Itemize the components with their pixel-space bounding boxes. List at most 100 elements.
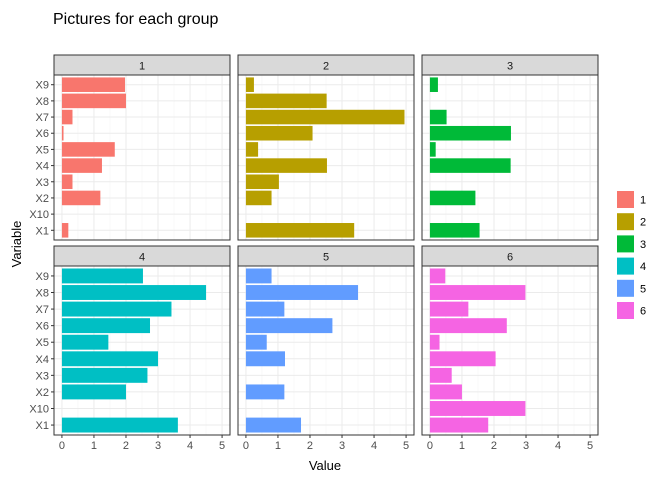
bar-2-X3 [245, 174, 279, 190]
bar-1-X2 [61, 190, 101, 206]
bar-3-X6 [429, 125, 511, 141]
y-tick-label: X8 [36, 96, 49, 108]
facet-panel-1: 1 X1 X10 X2 X3 X4 X5 X6 X7 X8 X9 [29, 54, 231, 241]
bar-5-X9 [245, 268, 272, 284]
facet-panel-4: 4 X1 X10 X2 X3 X4 X5 X6 X7 X8 X9 0 1 2 3 4 5 [29, 245, 231, 452]
legend: 1 2 3 4 5 6 [617, 191, 646, 319]
bar-6-X8 [429, 285, 526, 300]
bar-5-X5 [245, 334, 267, 350]
x-tick-label: 3 [523, 440, 529, 452]
y-tick-label: X5 [36, 144, 49, 156]
legend-key [617, 191, 634, 208]
bar-4-X4 [61, 351, 159, 367]
bar-2-X1 [245, 223, 355, 238]
legend-item-4: 4 [617, 257, 646, 275]
legend-key [617, 235, 634, 253]
x-tick-label: 0 [427, 440, 433, 452]
x-tick-label: 1 [459, 440, 465, 452]
facet-panels: 1 X1 X10 X2 X3 X4 X5 X6 X7 X8 X9 2 3 4 X1 X10 X2 X3 X4 X5 X6… [29, 54, 599, 452]
y-tick-label: X4 [36, 161, 49, 173]
y-tick-label: X5 [36, 337, 49, 349]
facet-strip-label: 1 [139, 61, 145, 73]
bar-4-X6 [61, 318, 151, 334]
x-tick-label: 1 [91, 440, 97, 452]
bar-2-X7 [245, 109, 405, 125]
y-tick-label: X10 [29, 403, 49, 415]
legend-label: 4 [640, 261, 646, 273]
y-tick-label: X2 [36, 193, 49, 205]
bar-3-X9 [429, 77, 438, 92]
legend-label: 3 [640, 239, 646, 251]
bar-6-X6 [429, 318, 507, 334]
bars [429, 268, 526, 433]
legend-item-5: 5 [617, 279, 646, 297]
legend-item-3: 3 [617, 235, 646, 253]
y-tick-label: X6 [36, 128, 49, 140]
bar-5-X6 [245, 318, 333, 334]
bar-1-X9 [61, 77, 126, 92]
y-tick-label: X6 [36, 321, 49, 333]
legend-label: 1 [640, 195, 646, 207]
legend-item-1: 1 [617, 191, 646, 208]
bars [245, 268, 359, 433]
facet-strip-label: 3 [507, 61, 513, 73]
bar-2-X6 [245, 125, 313, 141]
bar-2-X4 [245, 158, 327, 173]
panel-border [237, 265, 415, 436]
panel-border [237, 74, 415, 241]
bar-5-X1 [245, 417, 302, 433]
facet-strip-label: 6 [507, 252, 513, 264]
bars [61, 77, 126, 238]
facet-panel-3: 3 [421, 54, 599, 241]
bar-1-X5 [61, 142, 115, 157]
y-tick-label: X9 [36, 80, 49, 92]
x-tick-label: 5 [403, 440, 409, 452]
y-tick-label: X3 [36, 370, 49, 382]
legend-item-6: 6 [617, 302, 646, 319]
legend-label: 2 [640, 217, 646, 229]
panel-border [53, 74, 231, 241]
bar-6-X3 [429, 367, 452, 383]
x-tick-label: 5 [219, 440, 225, 452]
y-tick-label: X10 [29, 209, 49, 221]
x-tick-label: 2 [307, 440, 313, 452]
panel-border [421, 74, 599, 241]
bar-5-X7 [245, 301, 285, 317]
bar-6-X4 [429, 351, 496, 367]
bar-6-X5 [429, 334, 440, 350]
y-tick-label: X8 [36, 288, 49, 300]
bar-3-X5 [429, 142, 436, 157]
y-tick-label: X7 [36, 112, 49, 124]
bars [61, 268, 207, 433]
facet-panel-2: 2 [237, 54, 415, 241]
bar-6-X7 [429, 301, 469, 317]
x-tick-label: 3 [339, 440, 345, 452]
facet-panel-5: 5 0 1 2 3 4 5 [237, 245, 415, 452]
panel-grid [422, 75, 598, 240]
bar-2-X2 [245, 190, 272, 206]
y-tick-label: X2 [36, 387, 49, 399]
bar-6-X9 [429, 268, 446, 284]
bar-4-X2 [61, 384, 126, 400]
facet-strip-label: 5 [323, 252, 329, 264]
y-tick-label: X9 [36, 271, 49, 283]
bar-3-X7 [429, 109, 447, 125]
y-tick-label: X1 [36, 420, 49, 432]
facet-strip-label: 4 [139, 252, 145, 264]
facet-panel-6: 6 0 1 2 3 4 5 [421, 245, 599, 452]
bar-4-X9 [61, 268, 143, 284]
x-tick-label: 2 [491, 440, 497, 452]
bar-6-X10 [429, 401, 526, 416]
legend-label: 5 [640, 283, 646, 295]
legend-key [617, 302, 634, 319]
bar-2-X5 [245, 142, 259, 157]
panel-border [421, 265, 599, 436]
bar-4-X5 [61, 334, 109, 350]
y-tick-label: X1 [36, 225, 49, 237]
bar-3-X2 [429, 190, 476, 206]
x-tick-label: 2 [123, 440, 129, 452]
bar-1-X4 [61, 158, 102, 173]
y-tick-label: X7 [36, 304, 49, 316]
bar-4-X3 [61, 367, 148, 383]
